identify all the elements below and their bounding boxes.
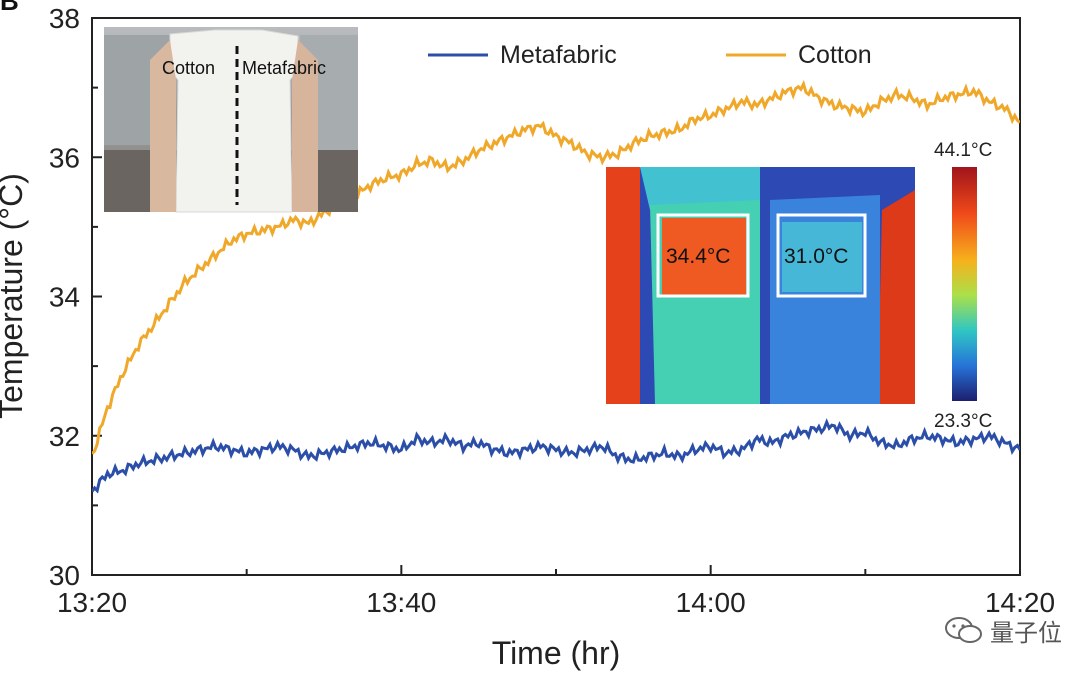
x-tick-label: 13:40 <box>366 587 436 618</box>
thermal-hot-edge-right <box>875 190 915 404</box>
thermal-hot-edge-left <box>606 167 640 404</box>
watermark: 量子位 <box>944 610 1062 650</box>
x-tick-label: 14:20 <box>985 587 1055 618</box>
series-line-metafabric <box>92 418 1020 494</box>
photo-label-metafabric: Metafabric <box>242 58 326 78</box>
legend-label-cotton: Cotton <box>798 41 872 69</box>
scale-max-label: 44.1°C <box>934 140 992 161</box>
thermal-box-metafabric <box>776 213 867 298</box>
thermal-metafabric-spot <box>782 222 862 292</box>
thermal-temp-cotton: 34.4°C <box>666 245 730 268</box>
photo-arm-right <box>292 40 318 212</box>
y-tick-label: 32 <box>49 421 80 452</box>
scale-min-label: 23.3°C <box>934 411 992 432</box>
y-tick-label: 36 <box>49 142 80 173</box>
x-tick-label: 14:00 <box>676 587 746 618</box>
x-axis-title: Time (hr) <box>492 635 621 671</box>
thermal-inset: 34.4°C 31.0°C 44.1°C 23.3°C <box>606 140 992 432</box>
legend: Metafabric Cotton <box>428 41 872 69</box>
wechat-icon <box>945 617 982 643</box>
photo-inset: Cotton Metafabric <box>104 27 358 213</box>
thermal-color-scale <box>952 167 977 401</box>
y-tick-label: 30 <box>49 560 80 591</box>
watermark-text: 量子位 <box>990 618 1062 647</box>
y-tick-label: 34 <box>49 282 80 313</box>
y-axis-title: Temperature (°C) <box>0 173 29 419</box>
panel-label: B <box>0 0 19 16</box>
x-tick-label: 13:20 <box>57 587 127 618</box>
photo-label-cotton: Cotton <box>162 58 215 78</box>
thermal-temp-metafabric: 31.0°C <box>784 245 848 268</box>
y-tick-label: 38 <box>49 3 80 34</box>
photo-arm-left <box>150 40 176 212</box>
series-line-cotton <box>92 79 1020 455</box>
thermal-cotton-hotspot <box>662 218 746 296</box>
thermal-box-cotton <box>656 213 750 298</box>
legend-label-metafabric: Metafabric <box>500 41 617 69</box>
